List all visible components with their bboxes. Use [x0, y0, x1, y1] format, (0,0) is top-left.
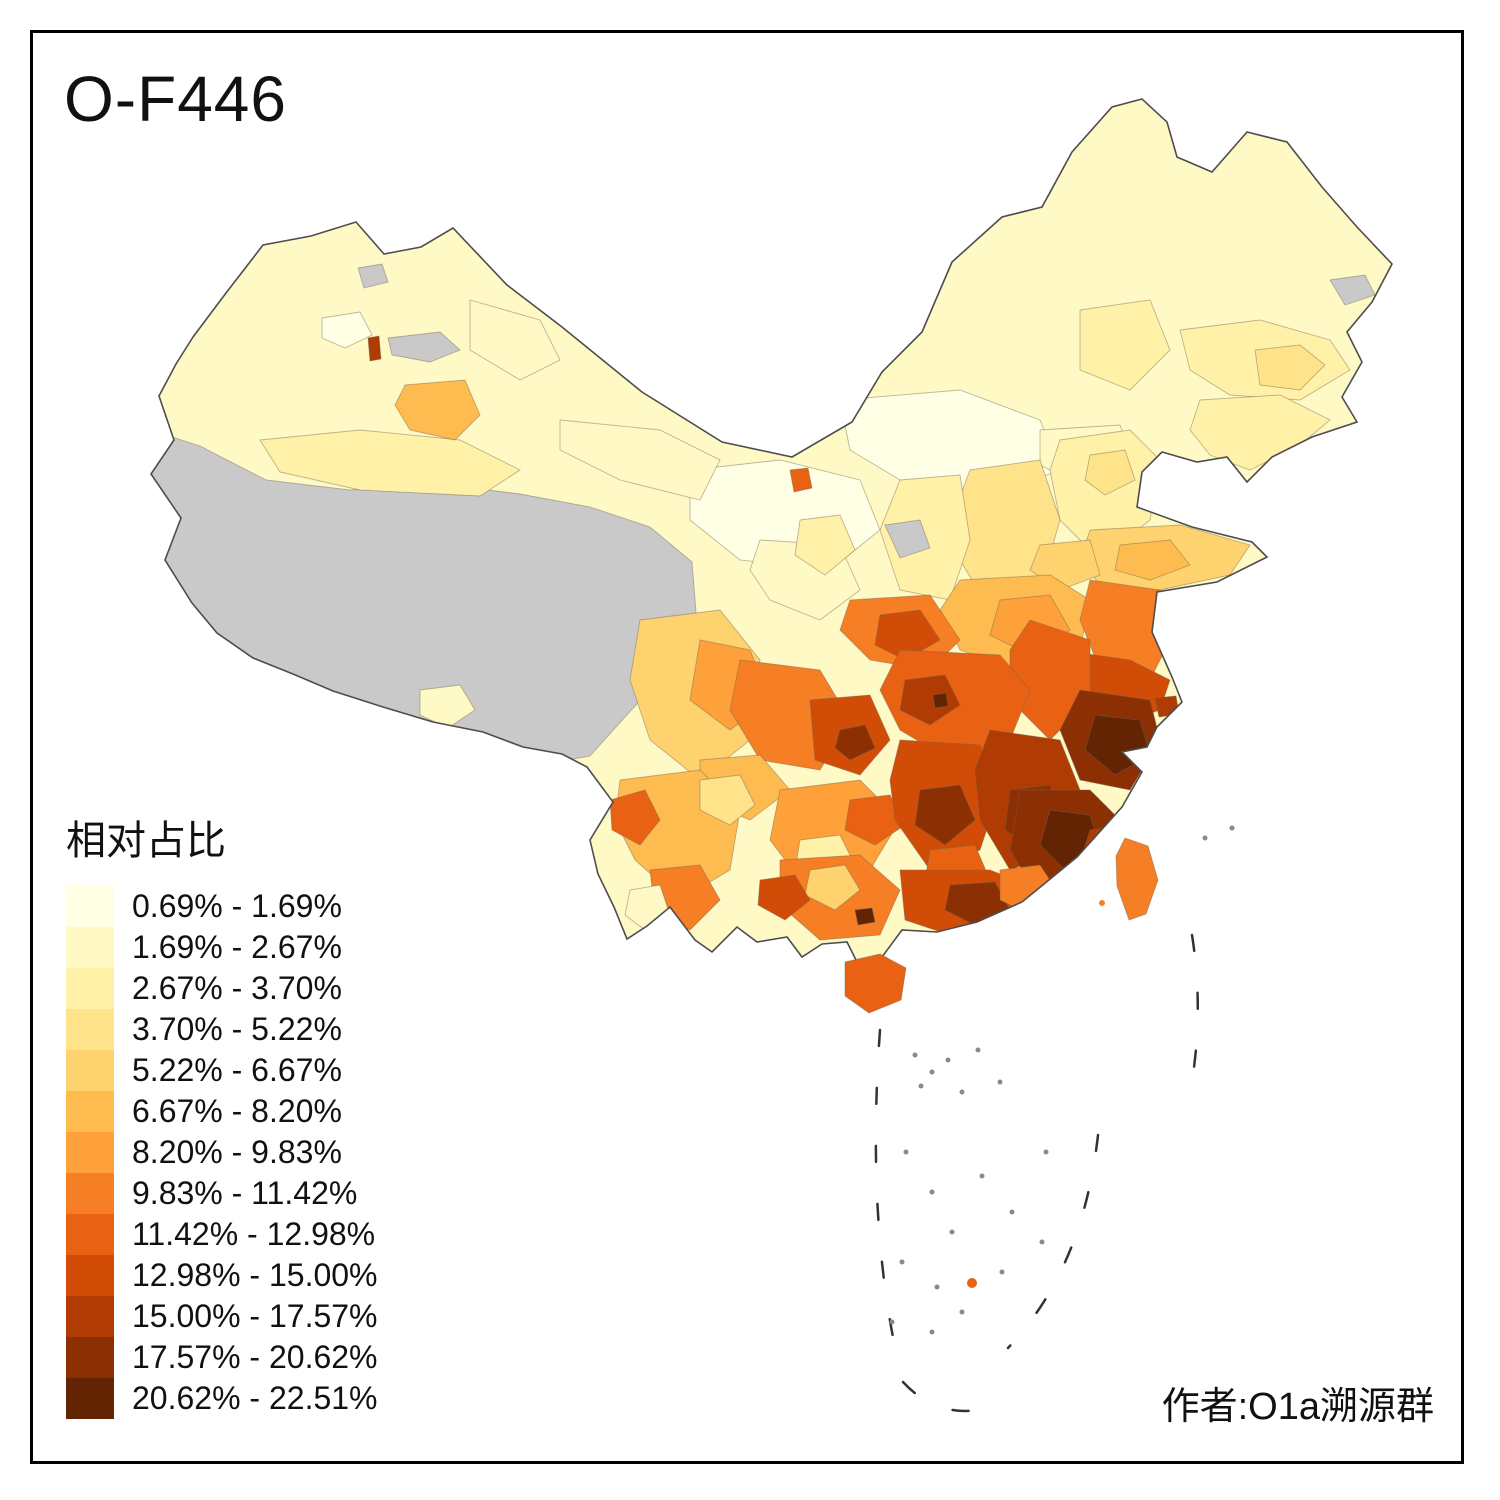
- legend-swatch: [66, 1050, 114, 1091]
- map-region-nodata: [357, 263, 389, 289]
- legend-row: 9.83% - 11.42%: [66, 1173, 378, 1214]
- map-region: [394, 379, 481, 441]
- legend-row: 2.67% - 3.70%: [66, 968, 378, 1009]
- legend-label: 0.69% - 1.69%: [132, 888, 342, 924]
- south-china-sea-islands: [889, 825, 1235, 1335]
- legend-swatch: [66, 1337, 114, 1378]
- map-region: [367, 335, 382, 362]
- map-region: [874, 609, 941, 661]
- map-region: [1154, 695, 1180, 718]
- legend-row: 0.69% - 1.69%: [66, 886, 378, 927]
- map-region: [854, 907, 876, 926]
- map-region: [834, 724, 876, 761]
- map-region: [804, 864, 861, 911]
- legend-row: 12.98% - 15.00%: [66, 1255, 378, 1296]
- map-region: [1084, 449, 1136, 496]
- legend: 相对占比 0.69% - 1.69% 1.69% - 2.67% 2.67% -…: [66, 808, 378, 1419]
- map-region: [419, 684, 476, 729]
- map-region: [609, 789, 661, 846]
- legend-swatch: [66, 927, 114, 968]
- legend-swatch: [66, 968, 114, 1009]
- map-region: [794, 514, 856, 576]
- region-taiwan: [1115, 837, 1159, 921]
- map-mainland: [151, 99, 1392, 987]
- legend-label: 5.22% - 6.67%: [132, 1052, 342, 1088]
- region-hainan: [844, 953, 907, 1014]
- legend-swatch: [66, 1173, 114, 1214]
- legend-swatch: [66, 1132, 114, 1173]
- legend-label: 2.67% - 3.70%: [132, 970, 342, 1006]
- legend-swatch: [66, 1214, 114, 1255]
- legend-swatch: [66, 886, 114, 927]
- map-region: [469, 299, 561, 381]
- legend-swatch: [66, 1378, 114, 1419]
- map-region: [932, 692, 949, 709]
- island-penghu: [1099, 900, 1105, 906]
- legend-row: 8.20% - 9.83%: [66, 1132, 378, 1173]
- legend-label: 11.42% - 12.98%: [132, 1216, 376, 1252]
- nine-dash-line: [874, 933, 1200, 1413]
- legend-items: 0.69% - 1.69% 1.69% - 2.67% 2.67% - 3.70…: [66, 886, 378, 1419]
- map-region: [899, 674, 961, 726]
- legend-row: 15.00% - 17.57%: [66, 1296, 378, 1337]
- map-region-nodata: [884, 519, 931, 559]
- legend-label: 8.20% - 9.83%: [132, 1134, 342, 1170]
- map-region: [914, 784, 976, 846]
- map-region: [757, 874, 811, 921]
- legend-label: 12.98% - 15.00%: [132, 1257, 378, 1293]
- legend-title: 相对占比: [66, 819, 226, 863]
- legend-swatch: [66, 1255, 114, 1296]
- map-region: [1114, 539, 1191, 581]
- map-region: [1254, 344, 1326, 391]
- dash-segment: [1188, 933, 1200, 1094]
- legend-label: 20.62% - 22.51%: [132, 1380, 378, 1416]
- legend-row: 17.57% - 20.62%: [66, 1337, 378, 1378]
- map-region: [699, 774, 756, 826]
- legend-row: 5.22% - 6.67%: [66, 1050, 378, 1091]
- dash-segment: [901, 1380, 980, 1413]
- legend-row: 20.62% - 22.51%: [66, 1378, 378, 1419]
- map-region: [789, 467, 813, 493]
- map-region: [559, 419, 721, 501]
- legend-label: 3.70% - 5.22%: [132, 1011, 342, 1047]
- attribution: 作者:O1a溯源群: [1161, 1386, 1434, 1428]
- map-region: [321, 311, 373, 349]
- legend-swatch: [66, 1296, 114, 1337]
- legend-label: 9.83% - 11.42%: [132, 1175, 358, 1211]
- map-region: [259, 429, 521, 497]
- legend-swatch: [66, 1009, 114, 1050]
- map-region: [1079, 299, 1171, 391]
- dash-segment: [874, 1028, 902, 1372]
- legend-row: 3.70% - 5.22%: [66, 1009, 378, 1050]
- legend-row: 1.69% - 2.67%: [66, 927, 378, 968]
- legend-swatch: [66, 1091, 114, 1132]
- map-region: [844, 794, 906, 846]
- map-title: O-F446: [64, 63, 287, 135]
- island-colored: [967, 1278, 977, 1288]
- legend-label: 1.69% - 2.67%: [132, 929, 342, 965]
- dash-segment: [1006, 1133, 1100, 1350]
- legend-label: 6.67% - 8.20%: [132, 1093, 342, 1129]
- map-region-nodata: [387, 331, 461, 363]
- legend-label: 15.00% - 17.57%: [132, 1298, 378, 1334]
- legend-label: 17.57% - 20.62%: [132, 1339, 378, 1375]
- legend-row: 6.67% - 8.20%: [66, 1091, 378, 1132]
- china-outline: [150, 98, 1393, 989]
- legend-row: 11.42% - 12.98%: [66, 1214, 378, 1255]
